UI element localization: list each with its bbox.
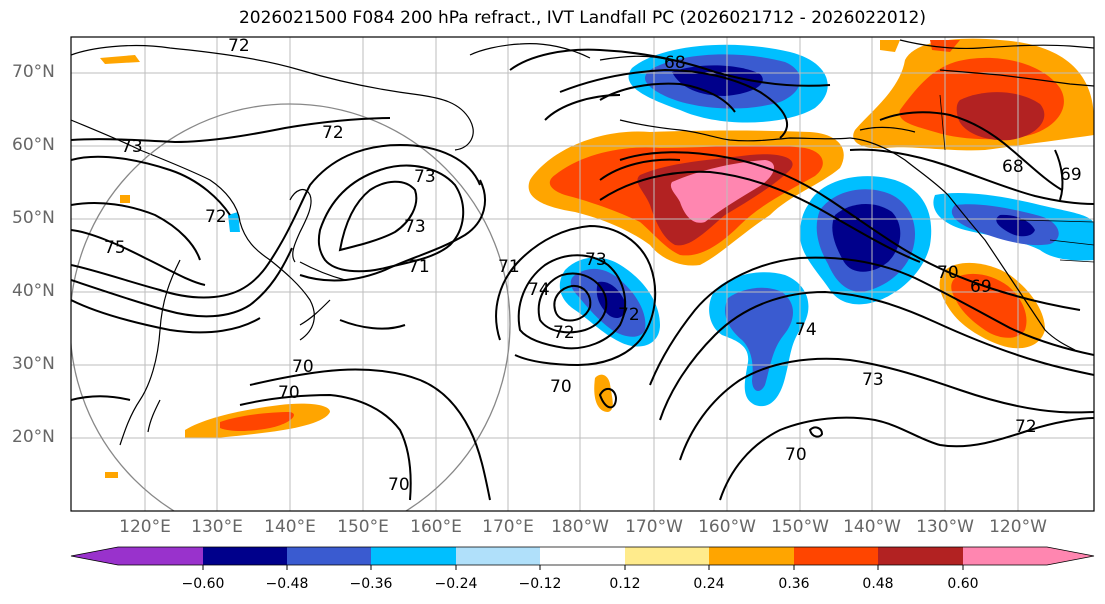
colorbar-swatch — [878, 547, 963, 565]
contour-label: 70 — [937, 263, 959, 283]
contour-label: 73 — [121, 137, 143, 157]
lon-label: 130°E — [191, 517, 243, 537]
lat-label: 30°N — [12, 354, 55, 374]
contour-label: 72 — [1015, 417, 1037, 437]
colorbar-tick-label: −0.60 — [181, 576, 225, 592]
contour-label: 70 — [785, 445, 807, 465]
contour-label: 68 — [1002, 157, 1024, 177]
contour-label: 70 — [550, 377, 572, 397]
lat-label: 20°N — [12, 427, 55, 447]
colorbar-tick-label: 0.12 — [609, 576, 641, 592]
contour-label: 70 — [388, 475, 410, 495]
contour-label: 72 — [618, 305, 640, 325]
colorbar-swatch — [371, 547, 456, 565]
contour-label: 68 — [664, 53, 686, 73]
lon-label: 150°W — [771, 517, 829, 537]
colorbar-tick-label: 0.36 — [778, 576, 810, 592]
contour-label: 73 — [404, 217, 426, 237]
lon-label: 120°E — [119, 517, 171, 537]
colorbar-tick-label: 0.24 — [693, 576, 725, 592]
lat-label: 60°N — [12, 135, 55, 155]
colorbar-swatch — [118, 547, 203, 565]
contour-label: 71 — [498, 257, 520, 277]
contour-label: 71 — [408, 257, 430, 277]
lat-label: 70°N — [12, 62, 55, 82]
lon-label: 170°W — [625, 517, 683, 537]
colorbar-swatch — [540, 547, 625, 565]
contour-label: 72 — [205, 207, 227, 227]
lon-label: 140°E — [264, 517, 316, 537]
colorbar-tick-label: −0.48 — [265, 576, 309, 592]
lat-label: 50°N — [12, 208, 55, 228]
contour-label: 72 — [553, 323, 575, 343]
colorbar-swatch — [287, 547, 371, 565]
colorbar-tick-label: −0.36 — [349, 576, 393, 592]
contour-label: 74 — [795, 320, 817, 340]
colorbar-extend-low — [71, 547, 118, 565]
contour-label: 73 — [862, 370, 884, 390]
borders — [939, 94, 1094, 263]
colorbar-tick-label: 0.60 — [947, 576, 979, 592]
colorbar-swatch — [203, 547, 287, 565]
refractivity-contours — [71, 48, 1094, 501]
contour-label: 69 — [1060, 165, 1082, 185]
lon-label: 120°W — [989, 517, 1047, 537]
colorbar-tick-label: 0.48 — [862, 576, 894, 592]
colorbar-tick-label: −0.12 — [518, 576, 562, 592]
coastlines — [71, 39, 1094, 446]
map-title: 2026021500 F084 200 hPa refract., IVT La… — [238, 8, 926, 28]
lon-label: 150°E — [337, 517, 389, 537]
colorbar-tick-label: −0.24 — [434, 576, 478, 592]
contour-label: 73 — [414, 167, 436, 187]
contour-label: 70 — [278, 383, 300, 403]
contour-label: 75 — [104, 238, 126, 258]
colorbar-swatch — [794, 547, 878, 565]
contour-label: 72 — [228, 36, 250, 56]
colorbar-swatch — [625, 547, 709, 565]
colorbar-swatch — [456, 547, 540, 565]
lon-label: 130°W — [916, 517, 974, 537]
colorbar-extend-high — [1047, 547, 1094, 565]
lon-label: 160°W — [698, 517, 756, 537]
colorbar-swatch — [709, 547, 794, 565]
map-frame — [70, 36, 1095, 512]
graticule — [71, 37, 1094, 511]
contour-label: 72 — [322, 123, 344, 143]
lon-label: 140°W — [843, 517, 901, 537]
contour-label-group: 72 73 72 73 75 73 71 72 70 70 70 68 73 7… — [104, 36, 1082, 495]
lon-label: 170°E — [482, 517, 534, 537]
contour-label: 70 — [292, 357, 314, 377]
contour-label: 69 — [970, 277, 992, 297]
lon-label: 180°W — [551, 517, 609, 537]
lat-label: 40°N — [12, 281, 55, 301]
colorbar-swatch — [963, 547, 1047, 565]
contour-label: 73 — [585, 250, 607, 270]
contour-label: 74 — [528, 280, 550, 300]
range-circle — [71, 103, 511, 511]
lon-label: 160°E — [410, 517, 462, 537]
ivt-shading — [100, 38, 1094, 478]
